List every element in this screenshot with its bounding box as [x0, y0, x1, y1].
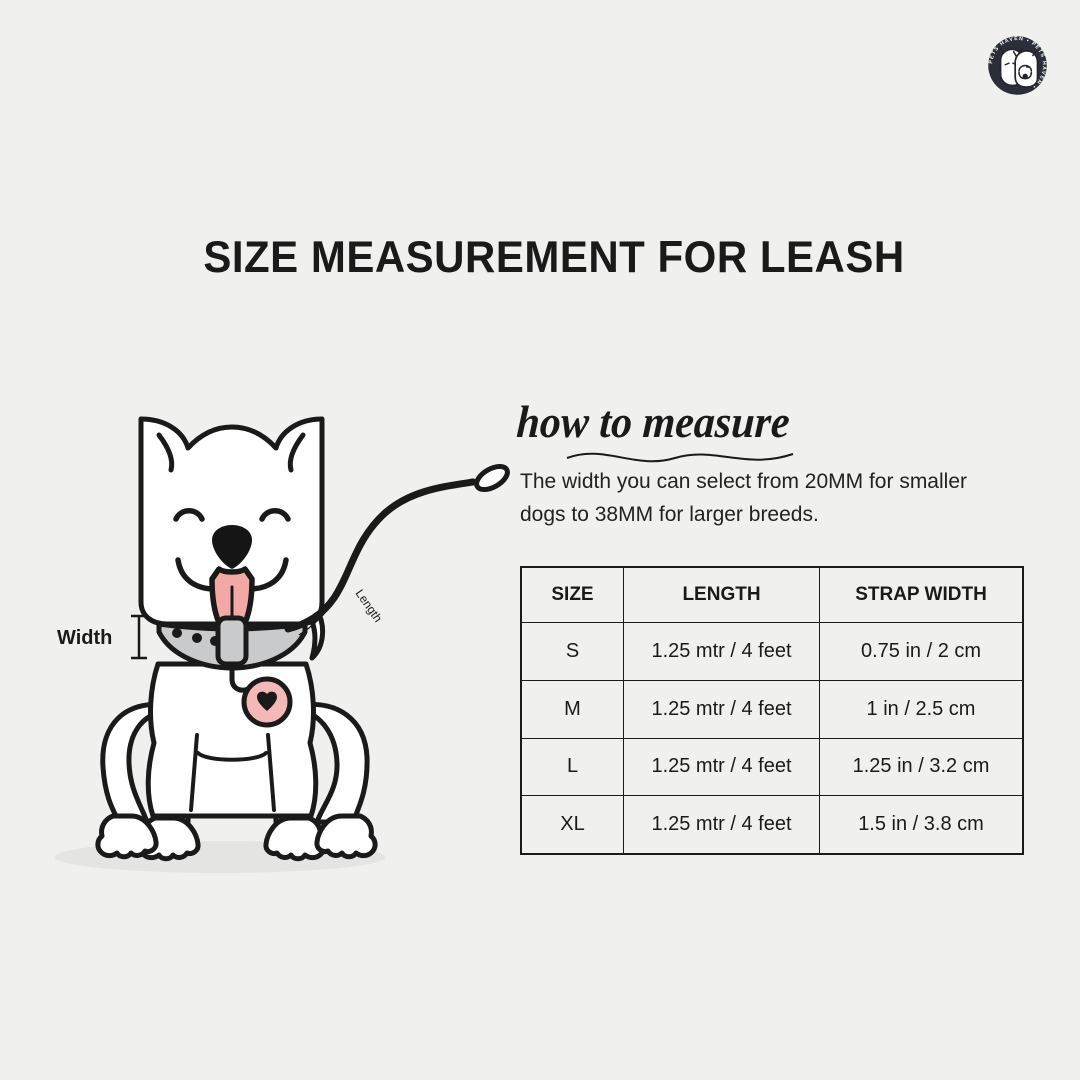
svg-text:Width: Width	[57, 627, 112, 649]
svg-text:Length: Length	[353, 587, 386, 625]
